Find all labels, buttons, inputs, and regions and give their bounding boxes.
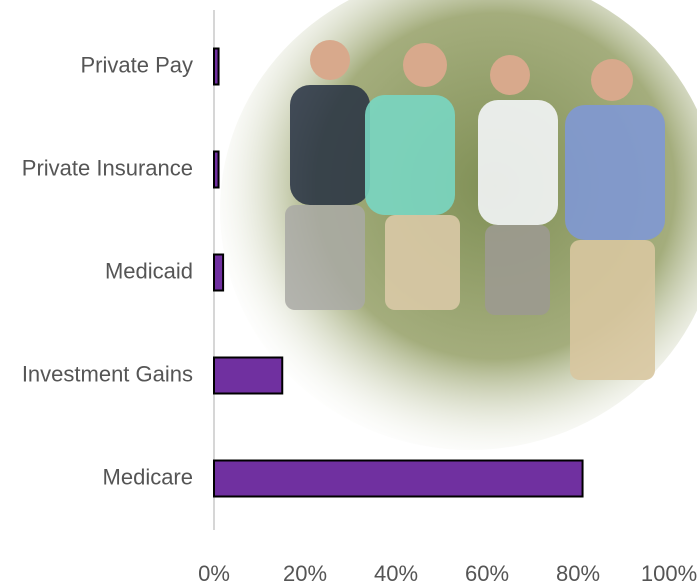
y-tick-label: Private Pay [81,52,194,77]
bar [213,150,220,189]
bar [213,356,284,395]
x-tick-label: 80% [556,561,600,586]
bar [213,47,220,86]
x-tick-label: 0% [198,561,230,586]
x-tick-label: 100% [641,561,697,586]
y-tick-label: Investment Gains [22,361,193,386]
bar [213,459,584,498]
x-tick-label: 20% [283,561,327,586]
y-tick-label: Medicaid [105,258,193,283]
x-tick-label: 60% [465,561,509,586]
background-photo [220,0,697,450]
bar [213,253,225,292]
x-tick-label: 40% [374,561,418,586]
y-tick-label: Private Insurance [22,155,193,180]
y-tick-label: Medicare [103,464,193,489]
